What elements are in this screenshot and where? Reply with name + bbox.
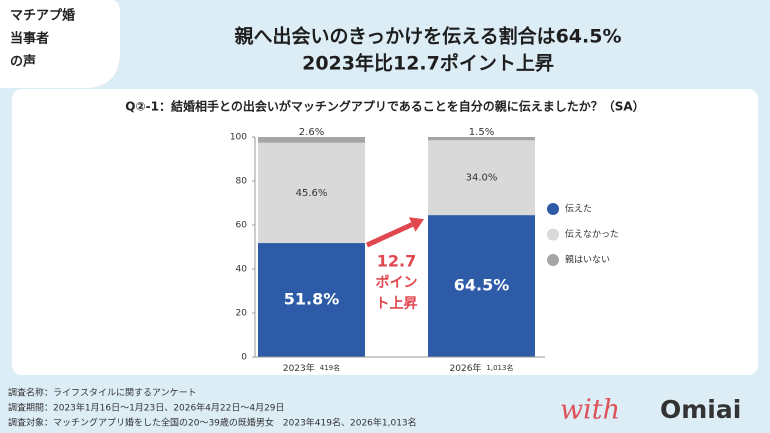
annotation: ポイン: [376, 274, 418, 291]
tag-line: マチアプ婚: [10, 8, 75, 24]
category: 2023年: [283, 362, 315, 374]
value-label: 1.5%: [469, 127, 494, 138]
tag-bubble: [0, 0, 120, 88]
y-tick-label: 40: [236, 265, 248, 275]
arrow-shaft: [365, 222, 414, 248]
y-tick-label: 100: [230, 133, 247, 143]
chart-title: Q②-1：結婚相手との出会いがマッチングアプリであることを自分の親に伝えましたか…: [125, 99, 644, 114]
bar-segment: [258, 137, 365, 143]
legend-swatch: [547, 254, 559, 266]
bar-segment: [258, 142, 365, 244]
legend-label: 伝えなかった: [565, 229, 619, 240]
y-tick-label: 80: [236, 177, 248, 187]
y-tick-label: 20: [236, 309, 248, 319]
bar-segment: [428, 137, 535, 141]
headline: 2023年比12.7ポイント上昇: [302, 52, 554, 75]
value-label: 34.0%: [466, 173, 498, 184]
y-tick-label: 60: [236, 221, 248, 231]
y-tick-label: 0: [241, 353, 247, 363]
headline: 親へ出会いのきっかけを伝える割合は64.5%: [234, 25, 621, 48]
logo-word: Omiai: [660, 395, 741, 424]
sample-size: 1,013名: [486, 363, 513, 372]
category: 2026年: [450, 362, 482, 374]
tag-line: の声: [10, 54, 36, 70]
arrow-head: [408, 217, 424, 232]
x-tick-label: 2026年 1,013名: [450, 362, 514, 374]
tag-line: 当事者: [10, 31, 49, 47]
footnote: 調査名称：ライフスタイルに関するアンケート: [8, 387, 197, 399]
legend-label: 伝えた: [565, 204, 592, 215]
bar-segment: [258, 243, 365, 357]
value-label: 51.8%: [284, 290, 340, 309]
sample-size: 419名: [320, 363, 340, 372]
chart-card: [12, 89, 758, 375]
bar-segment: [428, 215, 535, 357]
value-label: 45.6%: [296, 188, 328, 199]
plot: 0 20 40 60 80 100 51.8% 45.6% 2.6% 2023年 419名 64.5%…: [230, 127, 619, 374]
value-label: 2.6%: [299, 127, 324, 138]
annotation: ト上昇: [376, 296, 418, 312]
legend-label: 親はいない: [565, 254, 610, 266]
x-tick-label: 2023年 419名: [283, 362, 340, 374]
legend-swatch: [547, 203, 559, 215]
footnote: 調査対象：マッチングアプリ婚をした全国の20〜39歳の既婚男女 2023年419…: [8, 417, 417, 429]
legend-swatch: [547, 228, 559, 241]
value-label: 64.5%: [454, 276, 510, 295]
footnote: 調査期間：2023年1月16日〜1月23日、2026年4月22日〜4月29日: [8, 402, 285, 414]
logo-script: with: [560, 395, 620, 426]
annotation: 12.7: [377, 252, 416, 271]
bar-segment: [428, 140, 535, 216]
